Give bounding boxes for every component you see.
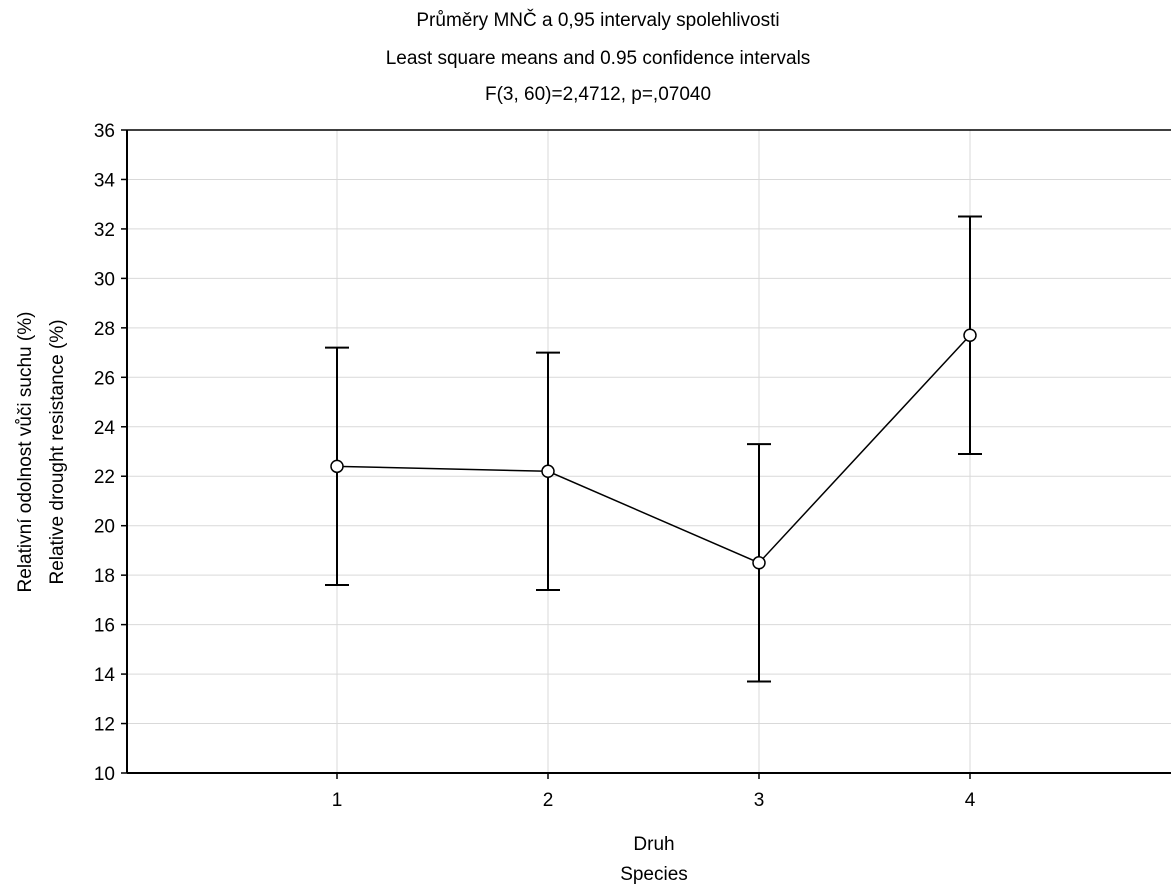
y-axis-title: Relativní odolnost vůči suchu (%) Relati… [15, 312, 68, 593]
y-tick-label: 22 [94, 467, 115, 488]
y-tick-label: 16 [94, 616, 115, 637]
title-line-english: Least square means and 0.95 confidence i… [386, 48, 811, 69]
y-axis-label-english: Relative drought resistance (%) [47, 319, 68, 584]
x-tick-label: 4 [965, 790, 976, 811]
x-tick-label: 2 [543, 790, 554, 811]
y-tick-label: 28 [94, 319, 115, 340]
mean-line [336, 334, 971, 564]
y-tick-label: 24 [94, 418, 116, 439]
title-line-stats: F(3, 60)=2,4712, p=,07040 [485, 84, 711, 105]
grid-lines [127, 130, 1171, 773]
y-tick-label: 30 [94, 269, 115, 290]
plot-series [325, 215, 982, 683]
y-tick-label: 36 [94, 121, 115, 142]
axes [126, 129, 1171, 774]
x-axis-title: Druh Species [620, 834, 688, 885]
x-axis-label-english: Species [620, 864, 688, 885]
title-line-czech: Průměry MNČ a 0,95 intervaly spolehlivos… [416, 9, 779, 31]
mean-point [541, 464, 555, 479]
chart-title: Průměry MNČ a 0,95 intervaly spolehlivos… [386, 9, 811, 105]
y-tick-label: 10 [94, 764, 115, 785]
x-tick-label: 1 [332, 790, 343, 811]
y-tick-label: 34 [94, 170, 116, 191]
y-tick-label: 32 [94, 220, 115, 241]
y-tick-label: 26 [94, 368, 115, 389]
y-tick-label: 18 [94, 566, 115, 587]
y-tick-label: 20 [94, 517, 115, 538]
y-axis-label-czech: Relativní odolnost vůči suchu (%) [15, 312, 36, 593]
y-ticks: 10 12 14 16 18 20 22 24 26 28 30 32 34 36 [94, 121, 127, 785]
x-tick-label: 3 [754, 790, 765, 811]
mean-point [330, 459, 344, 474]
mean-point [752, 556, 766, 570]
x-ticks: 1 2 3 4 [332, 773, 976, 811]
x-axis-label-czech: Druh [633, 834, 674, 855]
mean-point [963, 328, 977, 343]
y-tick-label: 12 [94, 715, 115, 736]
y-tick-label: 14 [94, 665, 116, 686]
